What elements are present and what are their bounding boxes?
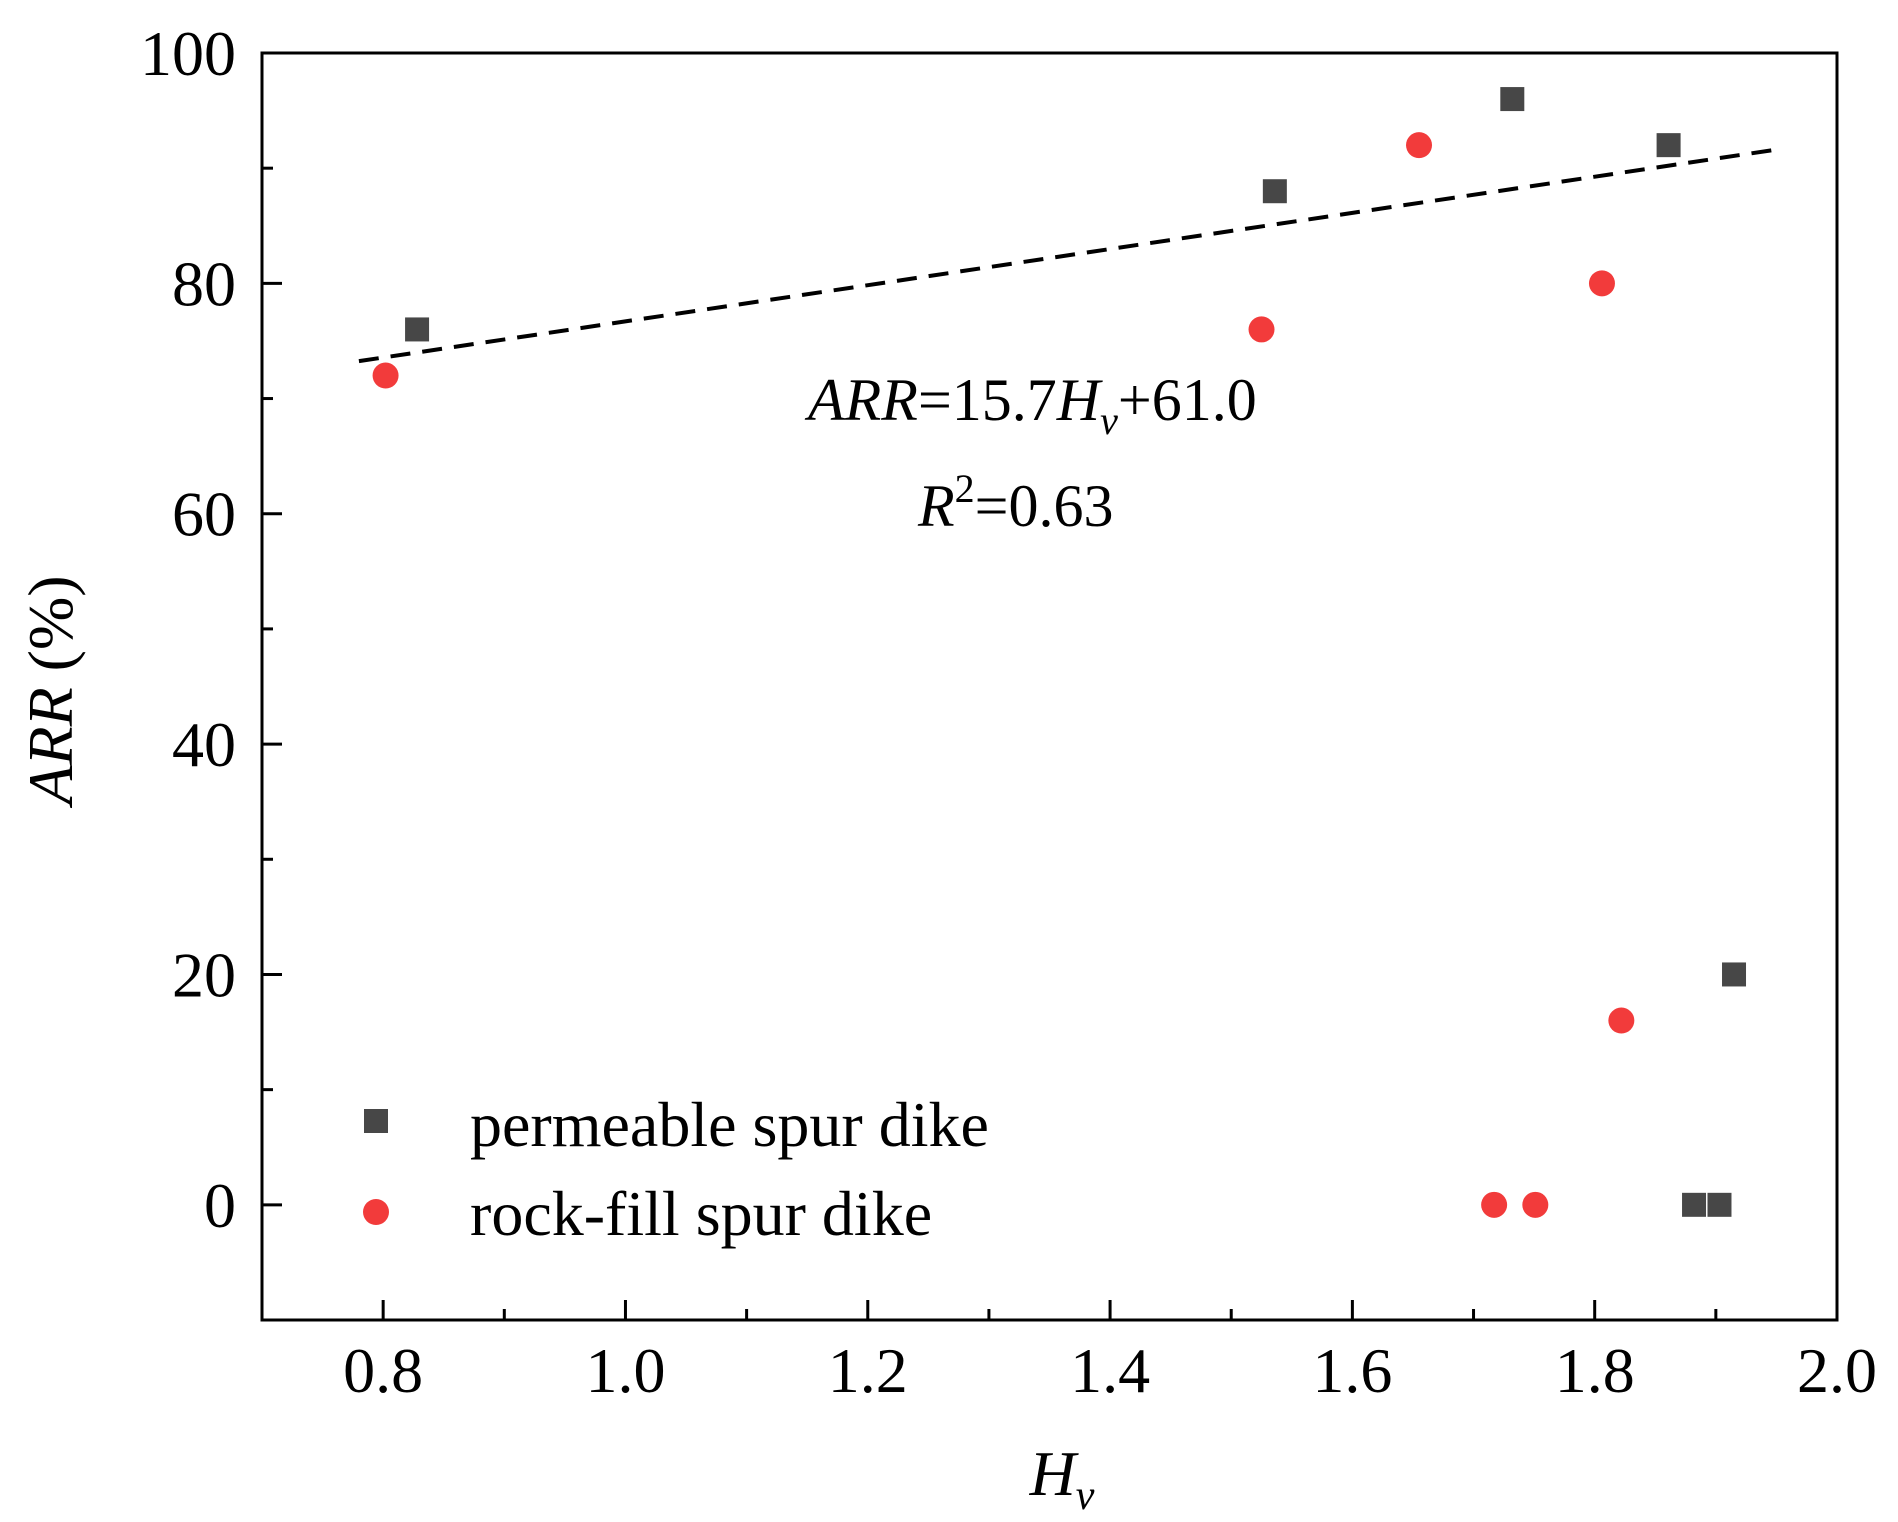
data-point-permeable — [1262, 179, 1287, 204]
data-point-rockfill — [1588, 270, 1615, 297]
x-tick-label: 2.0 — [1797, 1335, 1877, 1406]
y-tick-label: 60 — [172, 479, 236, 550]
marks-layer — [358, 87, 1777, 1218]
x-axis-title-base: H — [1029, 1438, 1080, 1509]
r-squared-sup: 2 — [955, 466, 975, 511]
r-squared-base: R — [917, 473, 955, 539]
data-point-rockfill — [1522, 1191, 1549, 1218]
equation-lhs: ARR — [804, 367, 918, 433]
plot-layer: 0.8 1.0 1.2 1.4 1.6 1.8 2.0 0 20 40 60 80 100 — [140, 18, 1877, 1406]
y-tick-label: 0 — [204, 1170, 236, 1241]
x-axis-title: Hv — [1029, 1438, 1095, 1519]
x-tick-label: 1.6 — [1312, 1335, 1392, 1406]
y-axis-title: ARR (%) — [15, 575, 86, 808]
equation-coefficient: =15.7 — [918, 367, 1057, 433]
regression-equation: ARR=15.7Hv+61.0 — [804, 367, 1257, 443]
data-point-rockfill — [1248, 316, 1275, 343]
data-point-rockfill — [1608, 1007, 1635, 1034]
data-point-rockfill — [372, 362, 399, 389]
legend-label-permeable: permeable spur dike — [470, 1089, 989, 1160]
data-point-permeable — [1500, 87, 1525, 112]
x-tick-label: 1.2 — [828, 1335, 908, 1406]
data-point-permeable — [1656, 133, 1681, 158]
legend-marker-permeable — [364, 1109, 388, 1133]
equation-variable: H — [1056, 367, 1104, 433]
y-tick-label: 20 — [172, 939, 236, 1010]
y-axis-title-italic: ARR — [15, 687, 86, 808]
y-tick-label: 100 — [140, 18, 236, 89]
x-tick-label: 0.8 — [343, 1335, 423, 1406]
data-point-permeable — [1707, 1192, 1732, 1217]
legend: permeable spur dike rock-fill spur dike — [363, 1089, 989, 1249]
y-tick-label: 40 — [172, 709, 236, 780]
data-point-permeable — [1722, 962, 1747, 987]
plot-frame — [260, 51, 1839, 1322]
data-point-rockfill — [1481, 1191, 1508, 1218]
regression-line — [358, 147, 1777, 364]
data-point-permeable — [1682, 1192, 1707, 1217]
y-axis-title-unit: (%) — [15, 575, 86, 687]
data-point-rockfill — [1406, 132, 1433, 159]
x-tick-label: 1.8 — [1555, 1335, 1635, 1406]
legend-marker-rockfill — [363, 1199, 389, 1225]
x-tick-label: 1.0 — [585, 1335, 665, 1406]
x-axis-title-sub: v — [1076, 1473, 1095, 1519]
r-squared-value: =0.63 — [975, 473, 1114, 539]
y-tick-label: 80 — [172, 248, 236, 319]
r-squared: R2=0.63 — [917, 466, 1114, 539]
equation-subscript: v — [1100, 398, 1118, 443]
x-tick-label: 1.4 — [1070, 1335, 1150, 1406]
equation-intercept: +61.0 — [1118, 367, 1257, 433]
legend-label-rockfill: rock-fill spur dike — [470, 1178, 932, 1249]
data-point-permeable — [405, 317, 430, 342]
